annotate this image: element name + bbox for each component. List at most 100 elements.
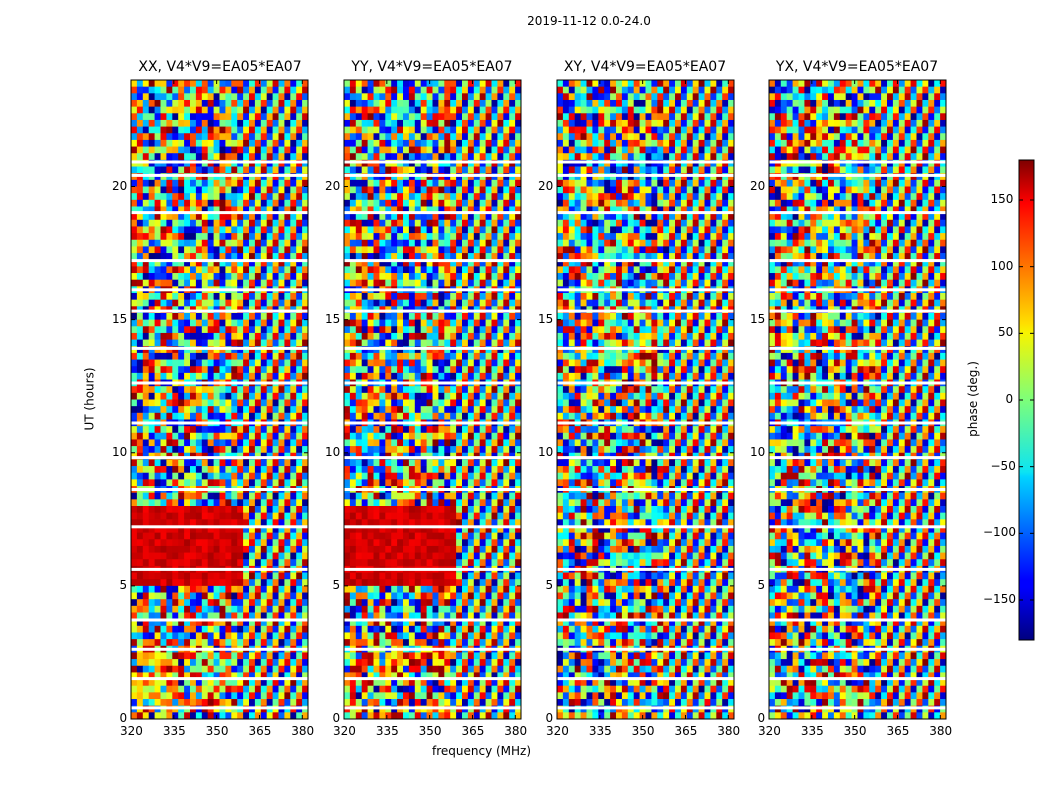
heatmap-cell <box>195 312 203 321</box>
heatmap-cell <box>201 119 209 127</box>
heatmap-cell <box>408 312 416 321</box>
heatmap-cell <box>260 279 268 287</box>
heatmap-cell <box>219 559 226 567</box>
heatmap-cell <box>509 332 516 340</box>
heatmap-cell <box>136 273 144 281</box>
heatmap-cell <box>278 519 285 527</box>
heatmap-cell <box>302 672 309 680</box>
heatmap-cell <box>479 253 486 261</box>
heatmap-cell <box>272 459 279 467</box>
heatmap-cell <box>420 179 427 187</box>
heatmap-cell <box>249 392 256 400</box>
heatmap-cell <box>131 612 138 620</box>
heatmap-cell <box>260 273 268 281</box>
heatmap-cell <box>379 219 386 227</box>
heatmap-cell <box>178 652 185 660</box>
heatmap-cell <box>355 332 363 340</box>
heatmap-cell <box>260 199 268 207</box>
heatmap-cell <box>184 579 191 587</box>
heatmap-cell <box>172 479 179 487</box>
heatmap-cell <box>172 632 179 640</box>
heatmap-cell <box>254 299 262 307</box>
heatmap-cell <box>503 233 510 241</box>
heatmap-cell <box>142 186 150 194</box>
heatmap-cell <box>260 672 268 680</box>
heatmap-cell <box>467 226 475 234</box>
heatmap-cell <box>131 506 138 514</box>
heatmap-cell <box>136 352 144 360</box>
heatmap-cell <box>195 299 203 307</box>
heatmap-cell <box>190 406 197 414</box>
heatmap-cell <box>296 592 303 600</box>
heatmap-cell <box>379 259 386 267</box>
heatmap-cell <box>491 352 498 360</box>
heatmap-cell <box>373 186 380 194</box>
heatmap-cell <box>225 499 232 507</box>
heatmap-cell <box>467 392 475 400</box>
heatmap-cell <box>148 126 155 134</box>
heatmap-cell <box>515 299 522 307</box>
heatmap-cell <box>408 139 416 147</box>
heatmap-cell <box>509 126 516 134</box>
heatmap-cell <box>379 93 386 101</box>
heatmap-cell <box>296 479 303 487</box>
heatmap-cell <box>373 133 380 141</box>
heatmap-cell <box>385 153 392 161</box>
heatmap-cell <box>243 399 250 407</box>
heatmap-cell <box>444 99 451 108</box>
heatmap-cell <box>160 552 167 560</box>
heatmap-cell <box>195 366 203 374</box>
heatmap-cell <box>195 592 203 600</box>
heatmap-cell <box>485 359 492 367</box>
heatmap-cell <box>195 679 203 687</box>
heatmap-cell <box>450 259 457 267</box>
heatmap-cell <box>148 113 155 121</box>
heatmap-cell <box>254 632 262 640</box>
heatmap-cell <box>373 406 380 414</box>
heatmap-cell <box>349 412 357 420</box>
heatmap-cell <box>272 146 279 154</box>
heatmap-cell <box>379 146 386 154</box>
heatmap-cell <box>296 332 303 340</box>
heatmap-cell <box>373 206 380 214</box>
heatmap-cell <box>136 392 144 400</box>
heatmap-cell <box>367 199 374 207</box>
heatmap-cell <box>397 312 404 321</box>
heatmap-cell <box>278 193 285 201</box>
heatmap-cell <box>260 665 268 673</box>
heatmap-cell <box>491 246 498 254</box>
heatmap-cell <box>385 193 392 201</box>
heatmap-cell <box>462 392 469 400</box>
heatmap-cell <box>473 253 481 261</box>
heatmap-cell <box>379 86 386 94</box>
heatmap-cell <box>491 166 498 174</box>
heatmap-cell <box>456 213 463 221</box>
heatmap-cell <box>302 426 309 434</box>
heatmap-cell <box>450 326 457 334</box>
heatmap-cell <box>166 472 173 480</box>
heatmap-cell <box>408 179 416 187</box>
heatmap-cell <box>373 479 380 487</box>
heatmap-cell <box>485 199 492 207</box>
heatmap-cell <box>503 133 510 141</box>
heatmap-cell <box>438 332 445 340</box>
heatmap-cell <box>284 506 291 514</box>
heatmap-cell <box>160 299 167 307</box>
heatmap-cell <box>219 126 226 134</box>
heatmap-cell <box>266 545 273 553</box>
heatmap-cell <box>142 532 150 540</box>
heatmap-cell <box>184 86 191 94</box>
heatmap-cell <box>296 572 303 580</box>
heatmap-cell <box>361 432 368 440</box>
heatmap-cell <box>479 446 486 454</box>
heatmap-cell <box>237 99 244 108</box>
heatmap-cell <box>302 399 309 407</box>
heatmap-cell <box>515 226 522 234</box>
heatmap-cell <box>473 119 481 127</box>
heatmap-cell <box>278 146 285 154</box>
heatmap-cell <box>450 119 457 127</box>
heatmap-cell <box>272 652 279 660</box>
heatmap-cell <box>249 446 256 454</box>
heatmap-cell <box>403 113 410 121</box>
heatmap-cell <box>432 80 439 88</box>
